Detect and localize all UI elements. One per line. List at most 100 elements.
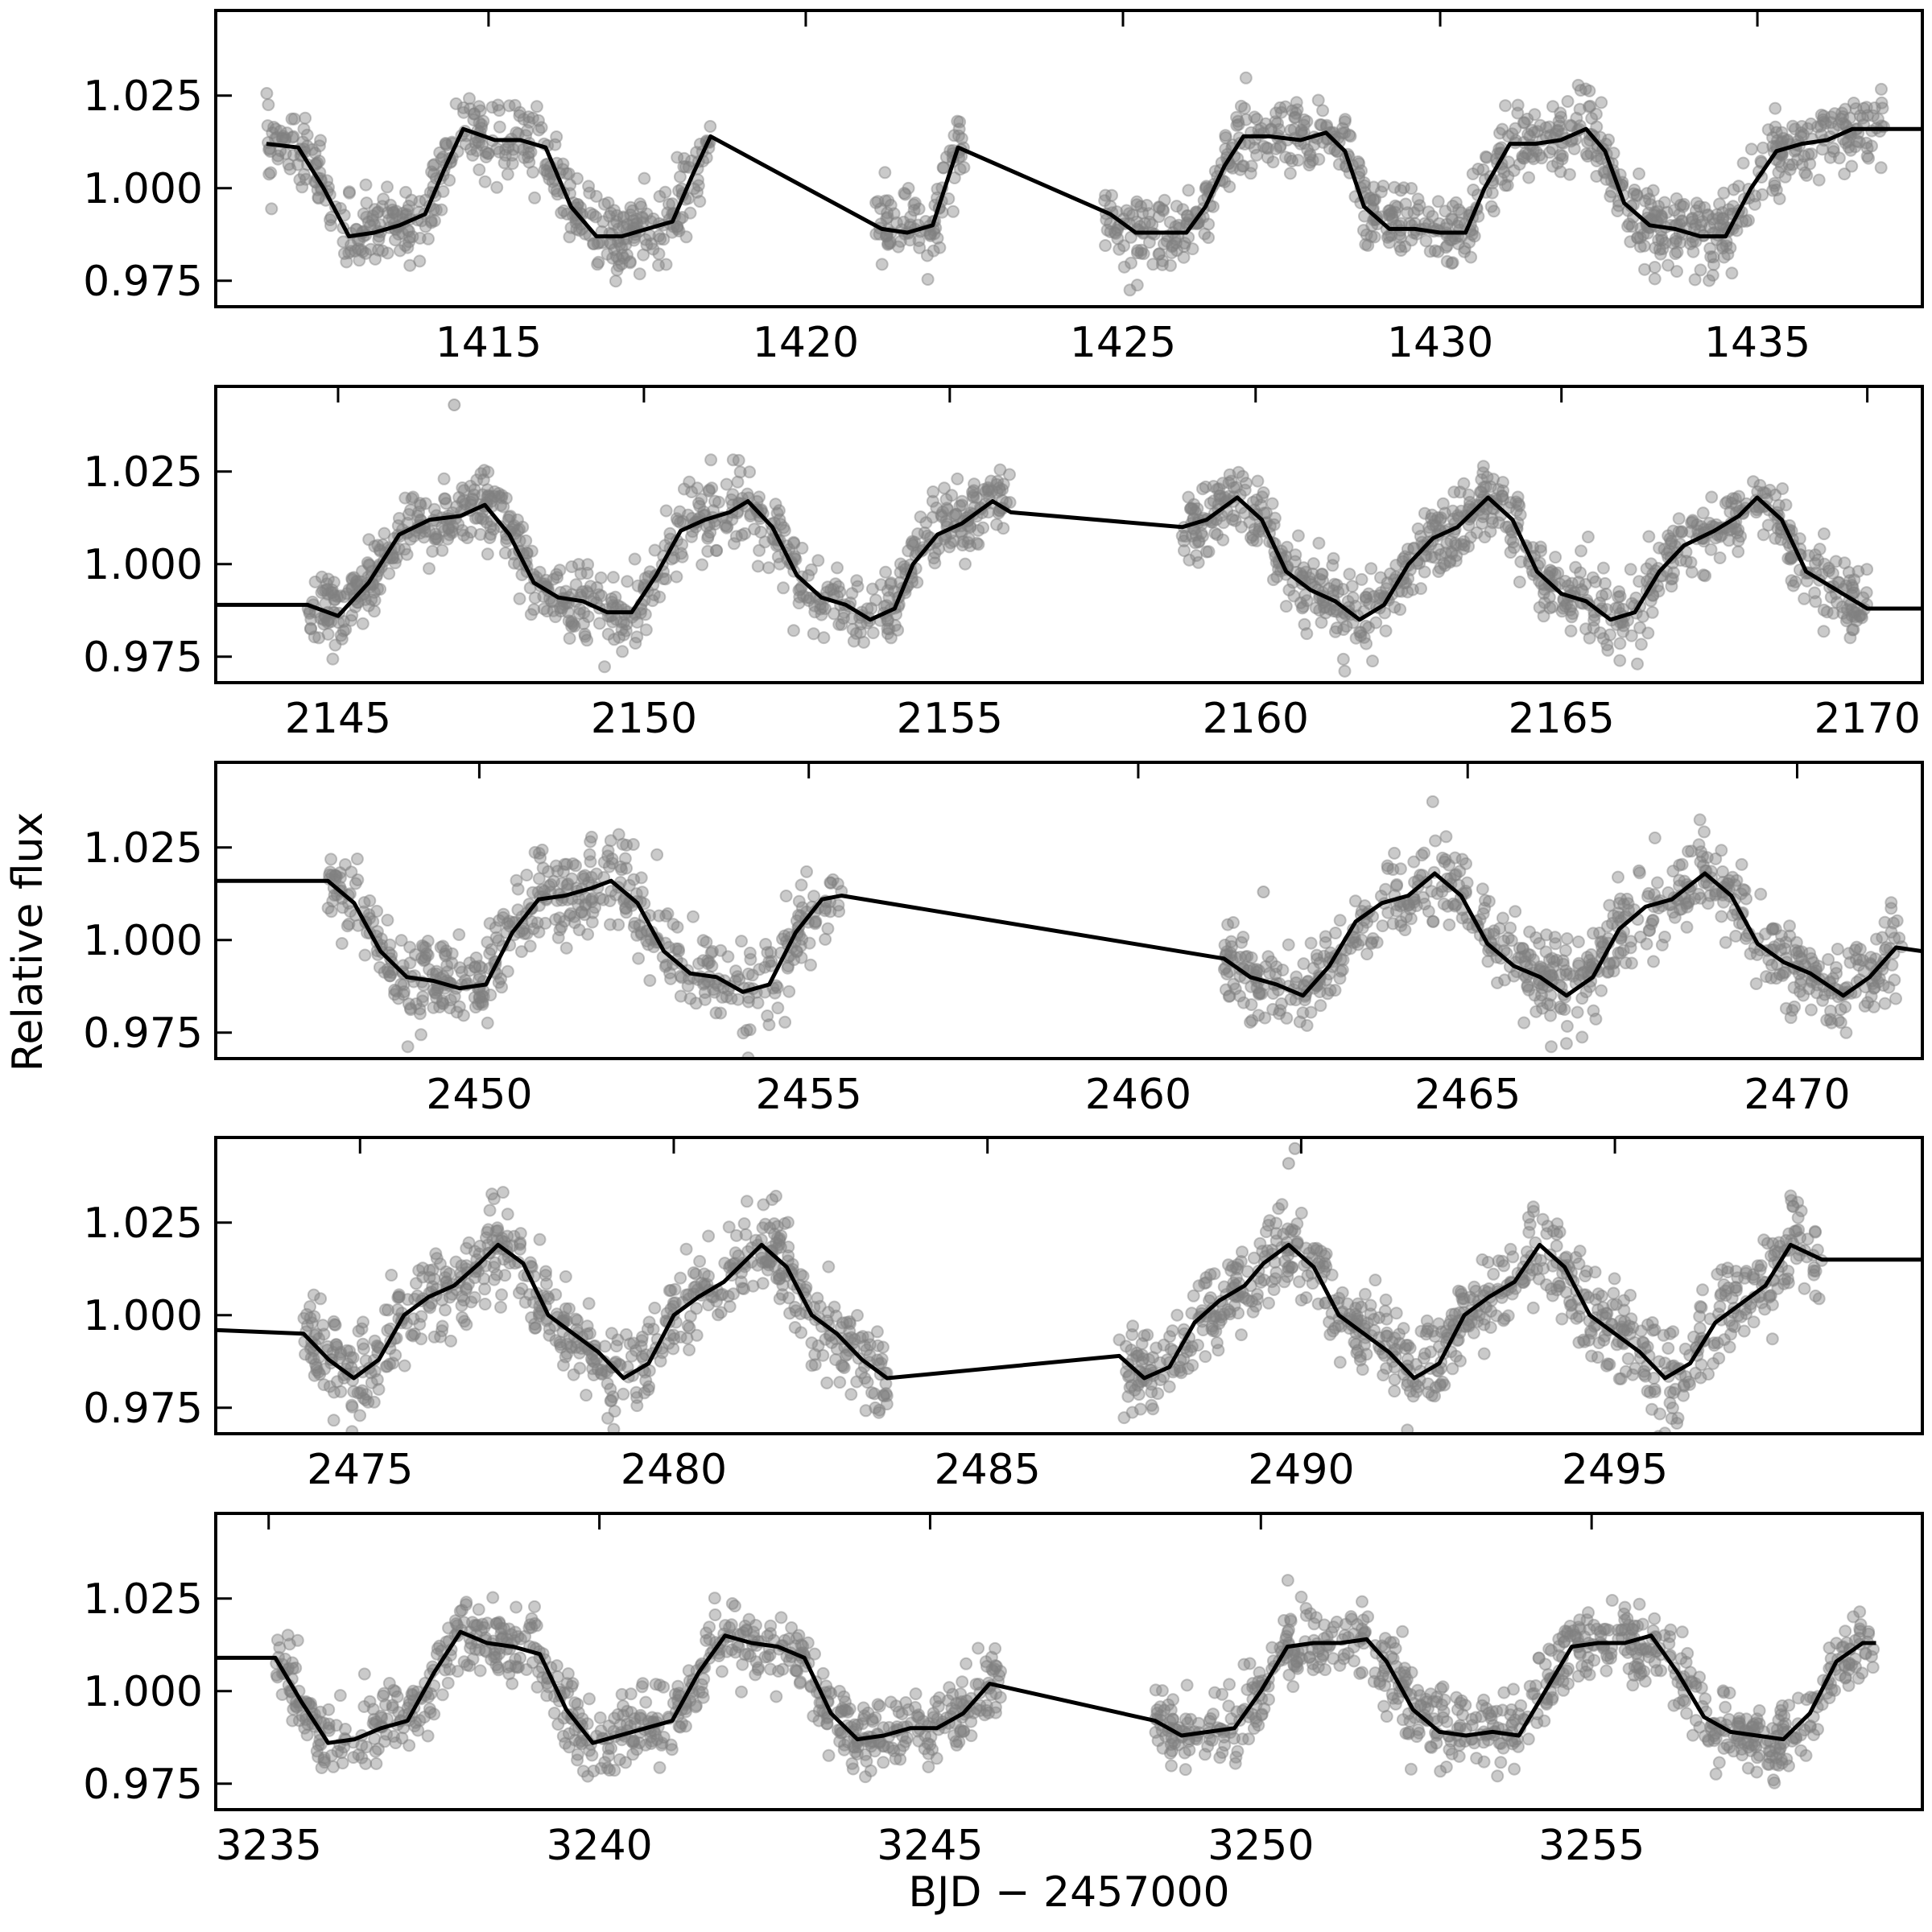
data-point	[1810, 120, 1824, 134]
data-point	[1674, 526, 1688, 539]
data-point	[312, 631, 326, 645]
data-point	[493, 489, 506, 503]
data-point	[1293, 1015, 1307, 1029]
data-point	[411, 509, 424, 522]
data-point	[402, 200, 415, 213]
data-point	[1260, 141, 1274, 155]
data-point	[677, 160, 691, 173]
data-point	[340, 255, 353, 269]
data-point	[844, 1388, 858, 1402]
data-point	[1570, 111, 1583, 125]
data-point	[484, 492, 497, 506]
data-point	[444, 1334, 457, 1348]
data-point	[756, 1221, 770, 1235]
data-point	[947, 535, 960, 548]
data-point	[1633, 575, 1646, 588]
data-point	[1786, 119, 1799, 133]
data-point	[547, 604, 560, 617]
data-point	[881, 627, 894, 640]
data-point	[693, 499, 707, 513]
data-point	[1641, 626, 1655, 640]
data-point	[1269, 115, 1282, 129]
data-point	[1290, 103, 1304, 117]
data-point	[386, 205, 400, 219]
data-point	[381, 180, 394, 194]
data-point	[1673, 858, 1686, 872]
data-point	[1301, 143, 1315, 156]
data-point	[478, 1298, 492, 1311]
data-point	[1654, 208, 1668, 222]
data-point	[494, 491, 508, 505]
data-point	[504, 510, 518, 523]
data-point	[297, 122, 311, 136]
data-point	[1839, 102, 1852, 116]
data-point	[366, 209, 380, 223]
data-point	[1344, 130, 1357, 143]
data-point	[939, 151, 953, 164]
data-point	[502, 510, 516, 524]
data-point	[560, 207, 574, 221]
data-point	[498, 547, 512, 559]
x-tick-label: 2155	[897, 695, 1003, 743]
data-point	[374, 544, 387, 558]
data-point	[1817, 625, 1831, 638]
data-point	[734, 1275, 748, 1289]
data-point	[627, 218, 641, 231]
data-point	[517, 142, 530, 156]
data-point	[1744, 142, 1758, 156]
data-point	[673, 505, 687, 518]
data-point	[824, 583, 838, 597]
data-point	[1136, 206, 1150, 220]
data-point	[1889, 992, 1902, 1005]
data-point	[767, 1217, 781, 1231]
data-point	[701, 544, 715, 558]
data-point	[635, 210, 649, 224]
data-point	[469, 136, 482, 150]
data-point	[1202, 231, 1216, 245]
data-point	[1782, 158, 1796, 171]
data-point	[667, 551, 680, 564]
data-point	[460, 1282, 473, 1294]
data-point	[887, 207, 901, 221]
data-point	[1243, 515, 1257, 529]
data-point	[890, 216, 903, 229]
data-point	[1429, 834, 1442, 848]
data-point	[1736, 215, 1749, 229]
data-point	[1642, 530, 1656, 543]
data-point	[985, 474, 998, 488]
data-point	[571, 171, 584, 185]
data-point	[367, 1395, 381, 1409]
data-point	[511, 524, 525, 538]
data-point	[1776, 482, 1790, 495]
data-point	[1875, 82, 1888, 96]
data-point	[1552, 119, 1566, 133]
data-point	[894, 566, 907, 579]
data-point	[1117, 260, 1131, 274]
data-point	[360, 196, 374, 210]
data-point	[1388, 846, 1402, 860]
data-point	[564, 178, 577, 192]
data-point	[865, 1386, 878, 1399]
data-point	[456, 481, 469, 494]
data-point	[1783, 919, 1796, 933]
data-point	[638, 233, 652, 246]
data-point	[1479, 894, 1492, 907]
data-point	[458, 497, 472, 511]
data-point	[1476, 882, 1489, 896]
data-point	[1834, 1003, 1847, 1016]
data-point	[1717, 186, 1731, 200]
data-point	[527, 603, 541, 617]
data-point	[1393, 231, 1407, 245]
data-point	[1773, 968, 1786, 981]
data-point	[1443, 555, 1457, 569]
data-point	[972, 523, 985, 537]
data-point	[1426, 914, 1440, 928]
data-point	[744, 507, 758, 521]
data-point	[1785, 574, 1798, 588]
data-point	[494, 1300, 507, 1314]
data-point	[355, 1322, 369, 1335]
data-point	[535, 121, 548, 134]
data-point	[1790, 947, 1803, 960]
data-point	[1283, 151, 1297, 165]
data-point	[832, 617, 846, 631]
